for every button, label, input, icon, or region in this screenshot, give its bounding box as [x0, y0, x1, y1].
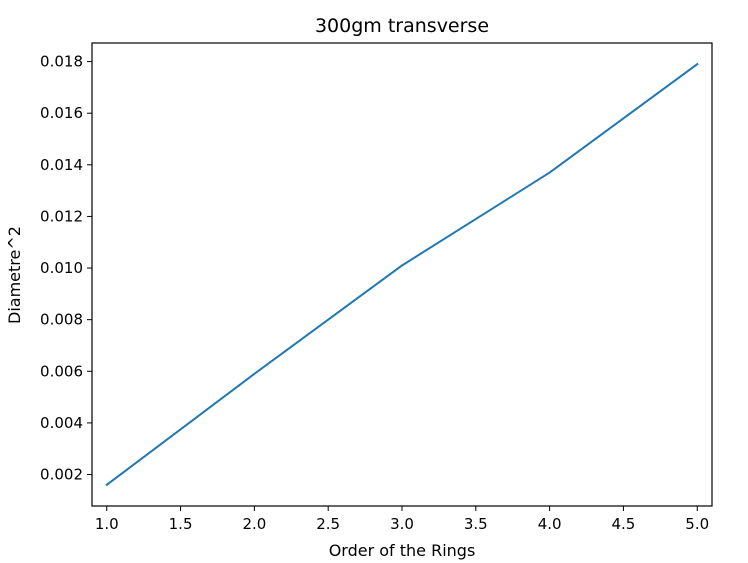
- x-tick-label: 4.0: [538, 515, 562, 533]
- x-tick-label: 2.5: [316, 515, 340, 533]
- y-tick-label: 0.014: [40, 156, 83, 174]
- series-line-1: [105, 62, 699, 487]
- x-tick-label: 3.0: [390, 515, 414, 533]
- y-axis-label: Diametre^2: [5, 226, 24, 324]
- y-tick-label: 0.016: [40, 104, 83, 122]
- plot-frame: [91, 42, 713, 507]
- y-tick-label: 0.008: [40, 311, 83, 329]
- series-layer: [105, 62, 699, 487]
- chart-title: 300gm transverse: [315, 15, 489, 37]
- y-tick-label: 0.006: [40, 362, 83, 380]
- y-tick-label: 0.010: [40, 259, 83, 277]
- x-tick-label: 4.5: [611, 515, 635, 533]
- x-tick-label: 2.0: [242, 515, 266, 533]
- x-axis-ticks: 1.0 1.5 2.0 2.5 3.0 3.5 4.0 4.5 5.0: [95, 506, 709, 533]
- y-tick-label: 0.002: [40, 466, 83, 484]
- y-tick-label: 0.012: [40, 207, 83, 225]
- x-axis-label: Order of the Rings: [329, 541, 476, 560]
- y-axis-ticks: 0.002 0.004 0.006 0.008 0.010 0.012 0.014 0.016…: [40, 53, 92, 484]
- x-tick-label: 1.0: [95, 515, 119, 533]
- x-tick-label: 1.5: [169, 515, 193, 533]
- x-tick-label: 5.0: [685, 515, 709, 533]
- y-tick-label: 0.018: [40, 53, 83, 71]
- plot-area: 1.0 1.5 2.0 2.5 3.0 3.5 4.0 4.5 5.0 0.0020.0040.…: [40, 42, 713, 533]
- x-tick-label: 3.5: [464, 515, 488, 533]
- y-tick-label: 0.004: [40, 414, 83, 432]
